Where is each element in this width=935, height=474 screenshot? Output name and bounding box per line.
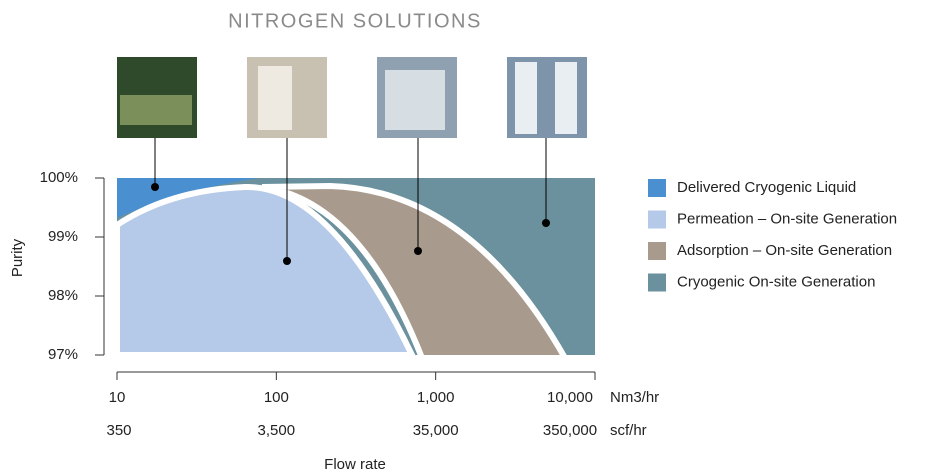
x2-tick-label: 35,000 — [413, 422, 459, 439]
legend-label: Permeation – On-site Generation — [677, 210, 897, 227]
x-axis-label: Flow rate — [324, 456, 386, 473]
x-unit: Nm3/hr — [610, 389, 659, 406]
photo-detail — [120, 95, 192, 125]
legend-swatch — [648, 242, 666, 260]
x-tick-label: 100 — [264, 389, 289, 406]
y-tick-label: 99% — [48, 228, 78, 245]
x2-tick-label: 350,000 — [543, 422, 597, 439]
y-tick-label: 98% — [48, 287, 78, 304]
x2-tick-label: 3,500 — [258, 422, 296, 439]
y-tick-label: 97% — [48, 346, 78, 363]
plot-cover — [111, 172, 117, 357]
chart-title: NITROGEN SOLUTIONS — [228, 10, 482, 32]
callout-dot — [283, 257, 291, 265]
callout-dot — [542, 219, 550, 227]
photo-detail — [555, 62, 577, 134]
legend-swatch — [648, 179, 666, 197]
plot-cover — [595, 174, 603, 357]
legend-swatch — [648, 274, 666, 292]
x-tick-label: 10,000 — [547, 389, 593, 406]
legend-swatch — [648, 211, 666, 229]
x-tick-label: 1,000 — [417, 389, 455, 406]
photos — [117, 57, 587, 138]
legend-label: Adsorption – On-site Generation — [677, 242, 892, 259]
photo-detail — [515, 62, 537, 134]
legend-label: Cryogenic On-site Generation — [677, 273, 875, 290]
y-axis-label: Purity — [9, 238, 26, 277]
x2-tick-label: 350 — [106, 422, 131, 439]
x-tick-label: 10 — [109, 389, 126, 406]
photo-detail — [258, 66, 292, 130]
legend-label: Delivered Cryogenic Liquid — [677, 179, 856, 196]
chart: NITROGEN SOLUTIONS Purity Flow rate Nm3/… — [0, 0, 935, 474]
y-tick-label: 100% — [40, 169, 78, 186]
x2-unit: scf/hr — [610, 422, 647, 439]
photo-detail — [385, 70, 445, 130]
callout-dot — [151, 183, 159, 191]
callout-dot — [414, 247, 422, 255]
plot-cover — [111, 355, 601, 361]
